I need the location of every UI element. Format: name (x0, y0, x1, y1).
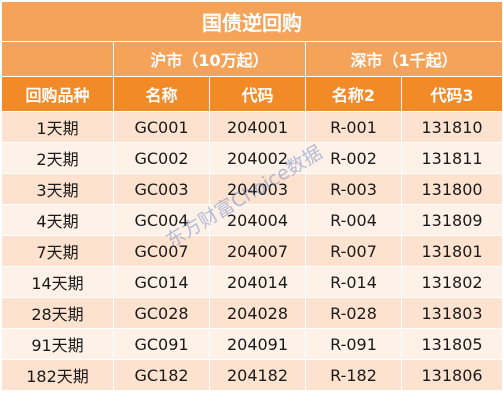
sh-code-cell: 204028 (209, 297, 306, 329)
sh-name-cell: GC002 (113, 142, 210, 174)
table-row: 2天期 GC002 204002 R-002 131811 (1, 142, 503, 174)
sh-name-cell: GC004 (113, 204, 210, 236)
sz-name-cell: R-014 (305, 266, 402, 298)
header-sh-name: 名称 (113, 76, 210, 112)
sz-name-cell: R-003 (305, 173, 402, 205)
repo-term-cell: 2天期 (1, 142, 114, 174)
table-row: 1天期 GC001 204001 R-001 131810 (1, 111, 503, 143)
sh-name-cell: GC003 (113, 173, 210, 205)
header-repo-type: 回购品种 (1, 76, 114, 112)
sz-code-cell: 131802 (400, 266, 503, 298)
sz-code-cell: 131809 (400, 204, 503, 236)
column-header-row: 回购品种 名称 代码 名称2 代码3 (1, 76, 503, 112)
repo-table: 国债逆回购 沪市（10万起） 深市（1千起） 回购品种 名称 代码 名称2 代码… (0, 1, 503, 391)
repo-term-cell: 4天期 (1, 204, 114, 236)
sh-name-cell: GC007 (113, 235, 210, 267)
sh-code-cell: 204001 (209, 111, 306, 143)
sz-code-cell: 131806 (400, 359, 503, 391)
header-sh-code: 代码 (209, 76, 306, 112)
repo-term-cell: 7天期 (1, 235, 114, 267)
sh-name-cell: GC014 (113, 266, 210, 298)
sz-name-cell: R-001 (305, 111, 402, 143)
sh-name-cell: GC028 (113, 297, 210, 329)
repo-term-cell: 3天期 (1, 173, 114, 205)
sz-name-cell: R-182 (305, 359, 402, 391)
table-row: 3天期 GC003 204003 R-003 131800 (1, 173, 503, 205)
repo-term-cell: 1天期 (1, 111, 114, 143)
market-group-row: 沪市（10万起） 深市（1千起） (1, 41, 503, 77)
sz-name-cell: R-028 (305, 297, 402, 329)
sh-code-cell: 204002 (209, 142, 306, 174)
sh-name-cell: GC091 (113, 328, 210, 360)
sh-code-cell: 204004 (209, 204, 306, 236)
shanghai-market-header: 沪市（10万起） (113, 41, 306, 77)
sz-name-cell: R-091 (305, 328, 402, 360)
sh-code-cell: 204091 (209, 328, 306, 360)
sz-name-cell: R-004 (305, 204, 402, 236)
sz-code-cell: 131811 (400, 142, 503, 174)
table-row: 28天期 GC028 204028 R-028 131803 (1, 297, 503, 329)
table-title: 国债逆回购 (0, 1, 503, 42)
sz-code-cell: 131800 (400, 173, 503, 205)
sh-code-cell: 204007 (209, 235, 306, 267)
sh-code-cell: 204182 (209, 359, 306, 391)
repo-term-cell: 182天期 (1, 359, 114, 391)
header-sz-code: 代码3 (400, 76, 503, 112)
shenzhen-market-header: 深市（1千起） (304, 41, 503, 77)
table-row: 4天期 GC004 204004 R-004 131809 (1, 204, 503, 236)
sz-code-cell: 131801 (400, 235, 503, 267)
sh-name-cell: GC182 (113, 359, 210, 391)
repo-term-cell: 14天期 (1, 266, 114, 298)
sh-name-cell: GC001 (113, 111, 210, 143)
header-sz-name: 名称2 (305, 76, 402, 112)
repo-term-cell: 91天期 (1, 328, 114, 360)
table-body: 1天期 GC001 204001 R-001 131810 2天期 GC002 204002 R… (1, 111, 503, 391)
group-spacer (1, 41, 114, 77)
table-row: 182天期 GC182 204182 R-182 131806 (1, 359, 503, 391)
table-row: 14天期 GC014 204014 R-014 131802 (1, 266, 503, 298)
table-row: 91天期 GC091 204091 R-091 131805 (1, 328, 503, 360)
title-row: 国债逆回购 (0, 1, 503, 42)
sh-code-cell: 204014 (209, 266, 306, 298)
repo-term-cell: 28天期 (1, 297, 114, 329)
sz-name-cell: R-007 (305, 235, 402, 267)
sz-code-cell: 131805 (400, 328, 503, 360)
table-row: 7天期 GC007 204007 R-007 131801 (1, 235, 503, 267)
sz-code-cell: 131810 (400, 111, 503, 143)
sz-code-cell: 131803 (400, 297, 503, 329)
sh-code-cell: 204003 (209, 173, 306, 205)
sz-name-cell: R-002 (305, 142, 402, 174)
